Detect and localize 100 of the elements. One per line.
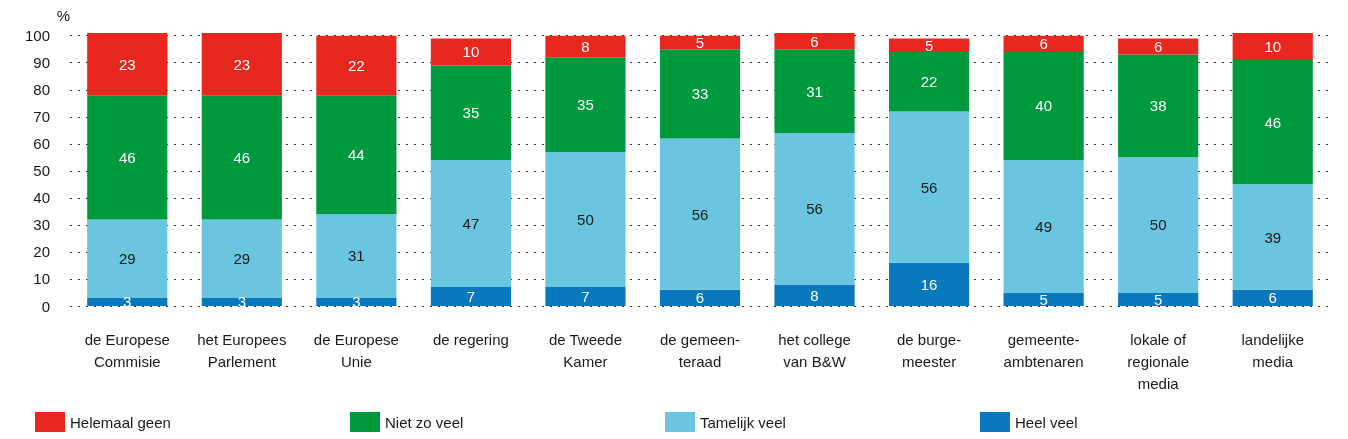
bar [659,49,741,139]
bar [545,35,626,58]
data-label: 50 [577,211,594,229]
y-tick-label: 0 [41,297,50,315]
bar [545,287,626,306]
data-label: 16 [920,275,938,293]
data-label: 33 [691,85,709,103]
data-label: 22 [348,56,365,74]
y-tick-label: 100 [24,27,50,45]
bar [774,33,855,50]
bar [87,33,168,96]
bar [201,95,282,220]
x-tick-label: gemeente- ambtenaren [1003,330,1084,370]
x-tick-label: de burge- meester [896,330,962,370]
y-tick-label: 60 [33,135,50,153]
data-label: 47 [462,215,480,233]
data-label: 56 [806,200,823,218]
bar [545,151,626,288]
bar [774,49,855,134]
x-tick-label: landelijke media [1241,330,1304,370]
bar [201,33,282,96]
bar [1003,35,1084,52]
bar [316,214,397,298]
y-tick-label: 80 [33,81,50,99]
bar [430,160,511,288]
bar [774,284,855,306]
legend-label: Tamelijk veel [700,413,786,431]
data-label: 6 [695,289,705,307]
data-label: 5 [695,33,705,51]
bar [87,219,168,298]
data-label: 6 [810,32,819,50]
bar [201,297,282,306]
y-tick-label: 30 [33,216,50,234]
bar [316,95,397,215]
bar [659,138,741,290]
data-label: 8 [581,38,590,56]
data-label: 44 [348,146,365,164]
x-tick-label: de gemeen- teraad [659,330,741,370]
data-label: 7 [581,288,590,306]
data-label: 7 [466,288,476,306]
data-label: 46 [118,148,136,166]
bar [430,38,511,66]
data-label: 8 [810,286,819,304]
x-tick-label: de Tweede Kamer [548,330,623,370]
bar [774,133,855,285]
bar [1003,292,1084,306]
data-label: 56 [691,205,709,223]
bar [430,65,511,161]
data-label: 10 [462,43,480,61]
bar [659,289,741,306]
data-label: 56 [920,178,938,196]
bar [1118,292,1199,306]
data-label: 50 [1149,216,1167,234]
data-label: 31 [348,247,365,265]
bar [889,51,970,112]
bar [1118,54,1199,158]
data-label: 6 [1039,35,1048,53]
x-tick-label: het college van B&W [778,330,851,370]
legend-label: Helemaal geen [70,413,171,431]
x-tick-label: lokale of regionale media [1127,330,1190,392]
x-tick-label: de regering [432,330,509,348]
data-label: 35 [462,104,480,122]
bar [889,38,970,52]
bar [1232,33,1313,61]
data-label: 5 [1039,290,1048,308]
bar [87,297,168,306]
data-label: 49 [1035,217,1052,235]
bar [889,111,970,263]
data-label: 46 [1264,113,1282,131]
legend-label: Niet zo veel [385,413,464,431]
data-label: 29 [233,250,251,268]
bar [1118,38,1199,55]
data-label: 46 [233,148,251,166]
data-label: 23 [233,55,251,73]
data-label: 31 [806,82,823,100]
bar [87,95,168,220]
data-label: 39 [1264,228,1282,246]
data-label: 6 [1268,289,1277,307]
data-label: 5 [1154,290,1163,308]
data-label: 23 [118,55,136,73]
data-label: 38 [1149,97,1167,115]
bar [1232,289,1313,306]
bar [1232,184,1313,290]
data-label: 22 [920,73,938,91]
bar [1232,60,1313,185]
bar [1118,157,1199,293]
x-tick-label: de Europese Commisie [84,330,170,370]
bar [316,297,397,306]
y-tick-label: 10 [33,270,50,288]
data-label: 29 [118,250,136,268]
data-label: 5 [924,36,934,54]
bar [659,35,741,50]
bar [1003,51,1084,161]
y-tick-label: 50 [33,162,50,180]
bar [545,57,626,152]
y-tick-label: 70 [33,108,50,126]
y-axis-title: % [56,7,70,24]
data-label: 40 [1035,97,1052,115]
y-tick-label: 40 [33,189,50,207]
x-tick-label: de Europese Unie [313,330,399,370]
